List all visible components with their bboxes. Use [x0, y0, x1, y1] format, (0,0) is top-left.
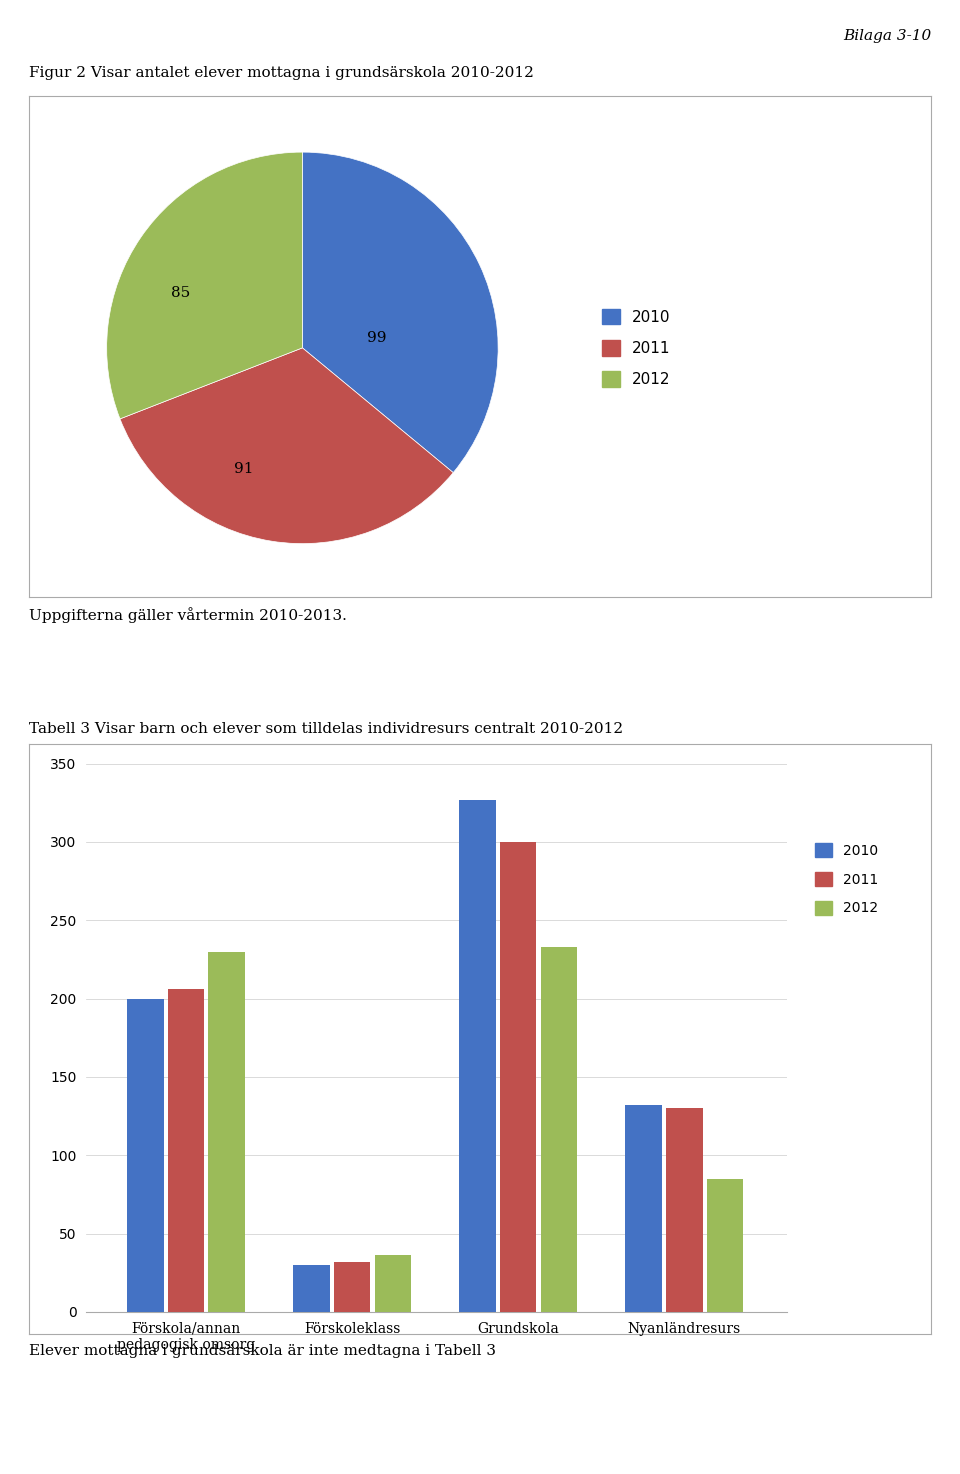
- Wedge shape: [302, 152, 498, 473]
- Bar: [540, 946, 577, 1312]
- Text: Bilaga 3-10: Bilaga 3-10: [843, 29, 931, 43]
- Bar: [666, 1108, 703, 1312]
- Text: Elever mottagna i grundsärskola är inte medtagna i Tabell 3: Elever mottagna i grundsärskola är inte …: [29, 1344, 495, 1358]
- Legend: 2010, 2011, 2012: 2010, 2011, 2012: [808, 836, 885, 923]
- Bar: [707, 1179, 743, 1312]
- Text: Tabell 3 Visar barn och elever som tilldelas individresurs centralt 2010-2012: Tabell 3 Visar barn och elever som tilld…: [29, 722, 623, 736]
- Text: 85: 85: [172, 286, 191, 301]
- Bar: [334, 1262, 371, 1312]
- Legend: 2010, 2011, 2012: 2010, 2011, 2012: [594, 301, 678, 395]
- Text: Figur 2 Visar antalet elever mottagna i grundsärskola 2010-2012: Figur 2 Visar antalet elever mottagna i …: [29, 66, 534, 80]
- Bar: [293, 1265, 329, 1312]
- Bar: [500, 842, 537, 1312]
- Bar: [459, 799, 495, 1312]
- Bar: [625, 1106, 661, 1312]
- Wedge shape: [107, 152, 302, 419]
- Text: 91: 91: [234, 463, 253, 476]
- Bar: [208, 952, 245, 1312]
- Wedge shape: [120, 348, 453, 544]
- Text: 99: 99: [367, 332, 387, 345]
- Text: Uppgifterna gäller vårtermin 2010-2013.: Uppgifterna gäller vårtermin 2010-2013.: [29, 607, 347, 624]
- Bar: [127, 998, 163, 1312]
- Bar: [168, 989, 204, 1312]
- Bar: [374, 1256, 411, 1312]
